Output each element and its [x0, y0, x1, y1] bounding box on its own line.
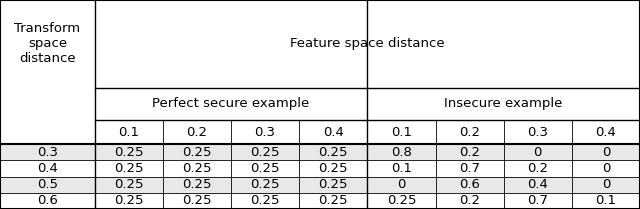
Text: 0.25: 0.25 [114, 162, 143, 175]
Text: 0.25: 0.25 [250, 146, 280, 159]
Bar [0, 193, 640, 209]
Text: Insecure example: Insecure example [445, 97, 563, 111]
Text: 0.1: 0.1 [391, 162, 412, 175]
Text: Transform
space
distance: Transform space distance [14, 22, 81, 65]
Text: 0.6: 0.6 [37, 194, 58, 207]
Text: 0: 0 [602, 146, 610, 159]
Bar [0, 144, 640, 161]
Text: 0.3: 0.3 [37, 146, 58, 159]
Text: 0: 0 [602, 162, 610, 175]
Bar [0, 177, 640, 193]
Text: 0.25: 0.25 [182, 194, 212, 207]
Text: 0.25: 0.25 [114, 194, 143, 207]
Text: 0.4: 0.4 [37, 162, 58, 175]
Text: 0.25: 0.25 [387, 194, 416, 207]
Text: 0.8: 0.8 [391, 146, 412, 159]
Text: 0.1: 0.1 [391, 126, 412, 139]
Text: 0.5: 0.5 [37, 178, 58, 191]
Text: 0.25: 0.25 [250, 194, 280, 207]
Text: 0.25: 0.25 [319, 194, 348, 207]
Text: 0: 0 [534, 146, 542, 159]
Text: 0.25: 0.25 [182, 146, 212, 159]
Text: 0.7: 0.7 [527, 194, 548, 207]
Text: 0.3: 0.3 [527, 126, 548, 139]
Bar [0, 161, 640, 177]
Text: 0.4: 0.4 [323, 126, 344, 139]
Text: 0.4: 0.4 [595, 126, 616, 139]
Text: 0.2: 0.2 [527, 162, 548, 175]
Text: 0.25: 0.25 [182, 162, 212, 175]
Text: 0.25: 0.25 [182, 178, 212, 191]
Text: 0.25: 0.25 [319, 178, 348, 191]
Text: 0.2: 0.2 [459, 126, 480, 139]
Text: 0.25: 0.25 [319, 162, 348, 175]
Text: 0: 0 [602, 178, 610, 191]
Text: 0.25: 0.25 [250, 162, 280, 175]
Text: 0.4: 0.4 [527, 178, 548, 191]
Text: 0: 0 [397, 178, 406, 191]
Text: 0.25: 0.25 [114, 146, 143, 159]
Text: 0.2: 0.2 [459, 194, 480, 207]
Text: 0.1: 0.1 [595, 194, 616, 207]
Text: 0.25: 0.25 [250, 178, 280, 191]
Text: 0.3: 0.3 [255, 126, 276, 139]
Text: 0.7: 0.7 [459, 162, 480, 175]
Text: 0.2: 0.2 [186, 126, 207, 139]
Text: 0.6: 0.6 [459, 178, 480, 191]
Text: 0.1: 0.1 [118, 126, 140, 139]
Text: Perfect secure example: Perfect secure example [152, 97, 310, 111]
Text: 0.2: 0.2 [459, 146, 480, 159]
Text: 0.25: 0.25 [319, 146, 348, 159]
Text: Feature space distance: Feature space distance [290, 37, 445, 50]
Text: 0.25: 0.25 [114, 178, 143, 191]
